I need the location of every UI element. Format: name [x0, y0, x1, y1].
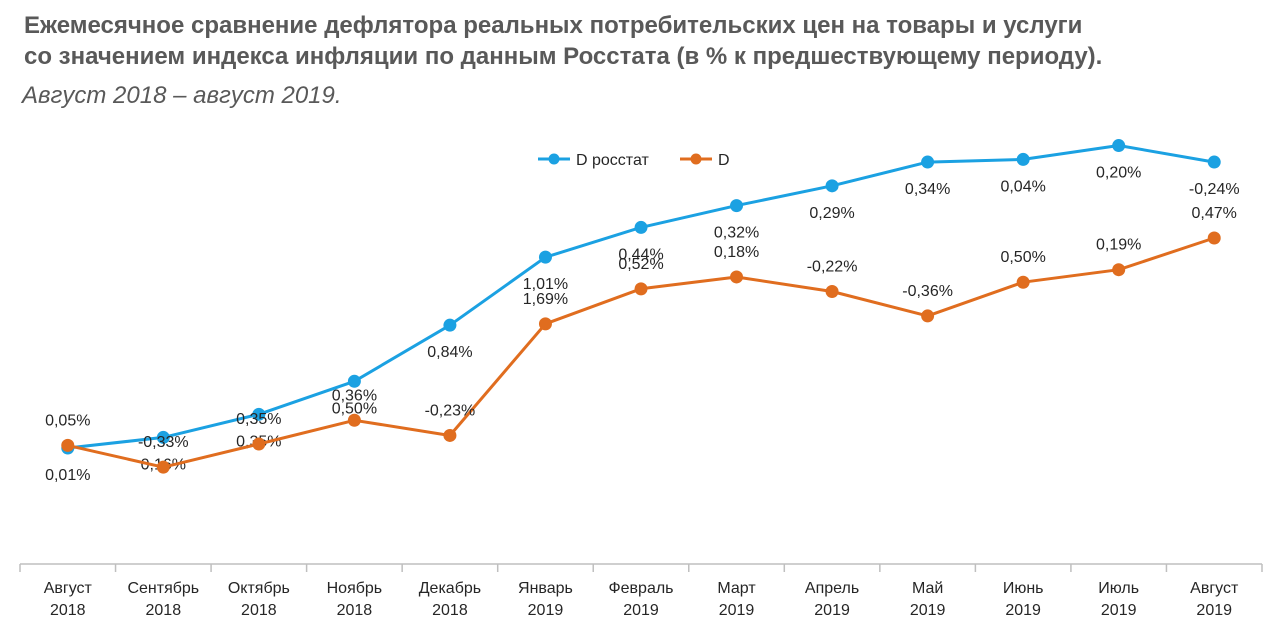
data-label: 0,34% — [905, 181, 950, 198]
chart-title-line-2: со значением индекса инфляции по данным … — [24, 43, 1103, 70]
data-label: 0,01% — [45, 467, 90, 484]
data-label: 0,20% — [1096, 165, 1141, 182]
data-point — [156, 460, 170, 474]
x-tick-label: Июнь 2019 — [1003, 580, 1044, 619]
x-axis: Август 2018 Сентябрь 2018 Октябрь 2018 Ноябрь 2… — [19, 563, 1263, 619]
data-label: 0,44% — [618, 246, 663, 263]
data-point — [1207, 155, 1221, 169]
data-label: 0,50% — [1000, 249, 1045, 266]
x-tick-label: Ноябрь 2018 — [327, 580, 383, 619]
data-point — [252, 407, 266, 421]
series-d-rosstat: 0,01%0,16%0,35%0,50%0,84%1,01%0,44%0,32%… — [45, 139, 1240, 484]
series-d: 0,05% -0,33% 0,35% 0,36% -0,23% 1,69% 0,52% 0,1… — [45, 205, 1237, 474]
data-point — [1016, 152, 1030, 166]
data-label: 0,19% — [1096, 237, 1141, 254]
x-tick-label: Октябрь 2018 — [228, 580, 290, 619]
data-point — [443, 318, 457, 332]
data-point — [61, 438, 75, 452]
data-point — [921, 309, 935, 323]
x-tick-label: Сентябрь 2018 — [127, 580, 199, 619]
data-label: 1,01% — [523, 276, 568, 293]
data-point — [538, 250, 552, 264]
data-point — [347, 413, 361, 427]
data-label: -0,33% — [138, 434, 189, 451]
chart-title-line-1: Ежемесячное сравнение дефлятора реальных… — [24, 12, 1083, 39]
data-point — [634, 282, 648, 296]
data-point — [921, 155, 935, 169]
data-label: 0,36% — [332, 387, 377, 404]
x-tick-label: Июль 2019 — [1098, 580, 1139, 619]
data-point — [443, 428, 457, 442]
data-label: 0,84% — [427, 344, 472, 361]
data-label: 0,35% — [236, 411, 281, 428]
data-label: 0,29% — [809, 205, 854, 222]
data-point — [730, 199, 744, 213]
legend: D росстат D — [538, 152, 730, 169]
data-label: 0,18% — [714, 244, 759, 261]
data-point — [634, 220, 648, 234]
data-label: 0,52% — [618, 256, 663, 273]
legend-entry: D росстат — [538, 152, 649, 169]
data-point — [1112, 139, 1126, 153]
legend-label: D росстат — [576, 152, 649, 169]
data-point — [1207, 231, 1221, 245]
x-tick-label: Февраль 2019 — [608, 580, 673, 619]
data-point — [1112, 263, 1126, 277]
data-label: 1,69% — [523, 291, 568, 308]
x-tick-label: Декабрь 2018 — [419, 580, 481, 619]
data-label: -0,22% — [807, 258, 858, 275]
legend-marker — [690, 153, 702, 165]
x-tick-label: Март 2019 — [717, 580, 756, 619]
data-point — [1016, 275, 1030, 289]
chart-subtitle: Август 2018 – август 2019. — [22, 82, 342, 109]
data-point — [825, 284, 839, 298]
data-label: 0,05% — [45, 412, 90, 429]
data-label: 0,32% — [714, 225, 759, 242]
data-label: -0,23% — [425, 402, 476, 419]
x-tick-label: Август 2019 — [1190, 580, 1239, 619]
data-point — [156, 430, 170, 444]
legend-marker — [548, 153, 560, 165]
data-point — [538, 317, 552, 331]
legend-label: D — [718, 152, 730, 169]
x-tick-label: Январь 2019 — [518, 580, 573, 619]
chart-title: Ежемесячное сравнение дефлятора реальных… — [24, 10, 1264, 72]
data-point — [252, 437, 266, 451]
x-tick-label: Апрель 2019 — [805, 580, 859, 619]
data-label: -0,24% — [1189, 181, 1240, 198]
data-point — [347, 374, 361, 388]
series-layer: 0,01%0,16%0,35%0,50%0,84%1,01%0,44%0,32%… — [45, 139, 1240, 484]
data-point — [825, 179, 839, 193]
data-label: 0,50% — [332, 400, 377, 417]
data-label: -0,36% — [902, 283, 953, 300]
x-tick-label: Май 2019 — [910, 580, 946, 619]
data-label: 0,04% — [1000, 178, 1045, 195]
data-label: 0,47% — [1192, 205, 1237, 222]
legend-entry: D — [680, 152, 730, 169]
data-point — [730, 270, 744, 284]
x-tick-label: Август 2018 — [44, 580, 93, 619]
